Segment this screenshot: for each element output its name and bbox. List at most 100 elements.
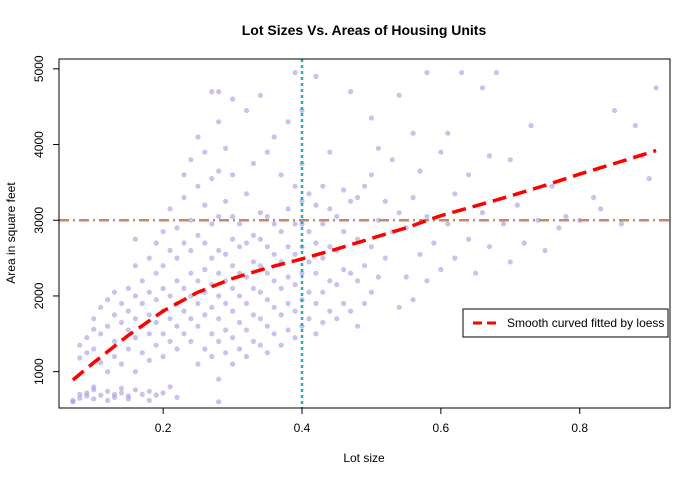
data-point	[84, 335, 90, 341]
data-point	[521, 240, 527, 246]
data-point	[459, 70, 465, 76]
data-point	[549, 183, 555, 189]
data-point	[139, 278, 145, 284]
y-tick-label: 3000	[32, 207, 46, 234]
data-point	[70, 397, 76, 403]
data-point	[181, 331, 187, 337]
data-point	[202, 312, 208, 318]
data-point	[313, 202, 319, 208]
data-point	[167, 247, 173, 254]
data-point	[167, 206, 173, 212]
data-point	[452, 191, 458, 197]
data-point	[382, 255, 388, 261]
data-point	[118, 385, 125, 391]
data-point	[111, 394, 118, 400]
data-point	[355, 278, 361, 284]
data-point	[486, 244, 493, 250]
data-point	[174, 394, 180, 400]
data-point	[160, 263, 166, 269]
data-point	[445, 221, 451, 227]
data-point	[146, 397, 152, 403]
data-point	[500, 221, 506, 227]
data-point	[556, 225, 562, 231]
data-point	[195, 232, 201, 238]
data-point	[341, 266, 347, 273]
data-point	[125, 396, 131, 402]
data-point	[111, 338, 118, 344]
data-point	[188, 247, 194, 254]
data-point	[98, 360, 104, 366]
data-point	[250, 338, 256, 344]
data-point	[292, 282, 298, 288]
data-point	[230, 213, 236, 220]
data-point	[278, 312, 284, 318]
data-point	[327, 244, 333, 250]
data-point	[341, 300, 347, 307]
x-axis-label: Lot size	[343, 451, 385, 465]
data-point	[77, 395, 83, 401]
data-point	[188, 157, 194, 163]
data-point	[410, 194, 416, 201]
data-point	[223, 327, 229, 333]
plot-frame	[58, 58, 671, 409]
data-point	[327, 206, 333, 212]
data-point	[230, 263, 236, 269]
data-point	[84, 350, 90, 356]
data-point	[348, 198, 354, 204]
data-point	[306, 191, 312, 197]
data-point	[216, 119, 222, 125]
data-point	[299, 198, 305, 204]
data-point	[160, 353, 166, 360]
data-point	[243, 240, 250, 246]
data-point	[348, 270, 354, 276]
data-point	[236, 244, 243, 250]
data-point	[250, 232, 256, 238]
data-point	[320, 255, 326, 261]
data-point	[77, 355, 83, 361]
data-point	[216, 168, 222, 174]
data-point	[209, 353, 215, 360]
data-point	[264, 323, 270, 329]
data-point	[132, 263, 138, 269]
data-point	[542, 247, 548, 254]
data-point	[250, 285, 256, 291]
data-point	[250, 160, 256, 167]
data-point	[285, 206, 291, 212]
data-point	[91, 384, 97, 390]
data-point	[299, 323, 305, 329]
data-point	[285, 300, 291, 307]
data-point	[632, 123, 638, 129]
data-point	[507, 157, 513, 163]
x-tick-label: 0.6	[433, 421, 450, 435]
data-point	[334, 316, 340, 322]
data-point	[486, 153, 493, 159]
data-point	[118, 300, 125, 307]
data-point	[84, 390, 90, 396]
data-point	[361, 183, 368, 189]
data-point	[111, 353, 118, 360]
data-point	[507, 259, 513, 265]
data-point	[417, 168, 423, 174]
data-point	[202, 240, 208, 246]
data-point	[334, 282, 340, 288]
data-point	[285, 327, 291, 333]
data-point	[132, 369, 138, 375]
data-point	[139, 350, 145, 356]
data-point	[452, 255, 458, 261]
data-point	[479, 85, 486, 91]
data-point	[167, 384, 173, 390]
data-point	[195, 278, 201, 284]
data-point	[292, 308, 298, 314]
data-point	[153, 342, 159, 348]
data-point	[195, 361, 201, 367]
data-point	[209, 304, 215, 310]
data-point	[236, 319, 243, 326]
data-point	[174, 255, 180, 261]
data-point	[292, 183, 298, 189]
data-point	[618, 221, 625, 227]
reference-lines	[59, 59, 670, 408]
data-point	[125, 346, 131, 352]
data-point	[271, 134, 277, 140]
y-tick-label: 5000	[32, 55, 46, 82]
data-point	[174, 323, 180, 329]
